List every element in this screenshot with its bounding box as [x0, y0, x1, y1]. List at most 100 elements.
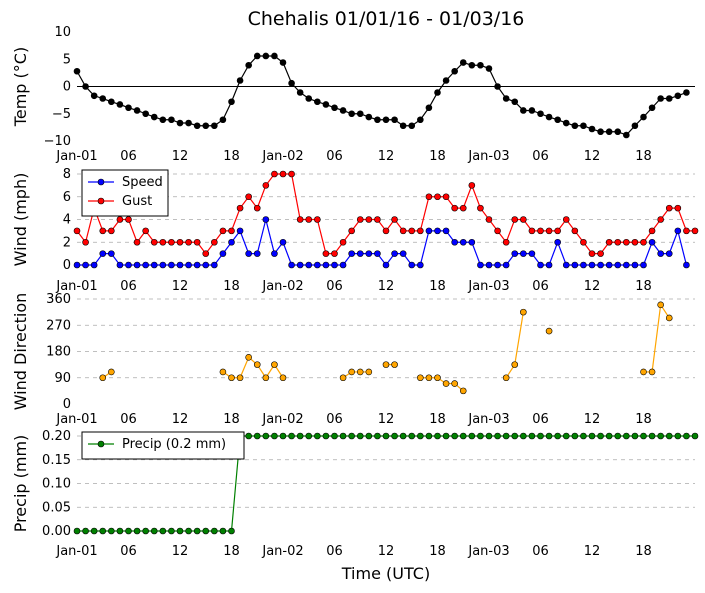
data-point — [382, 261, 390, 269]
data-point — [288, 261, 295, 269]
data-point — [245, 250, 252, 257]
x-tick-label: 18 — [223, 279, 240, 294]
data-point — [228, 238, 235, 246]
data-point — [683, 261, 690, 269]
data-point — [365, 113, 373, 121]
data-point — [683, 432, 690, 440]
data-point — [168, 116, 175, 124]
data-point — [382, 361, 390, 368]
data-point — [391, 216, 398, 223]
x-tick-label: 12 — [378, 279, 395, 294]
data-point — [571, 122, 579, 130]
data-point — [305, 432, 313, 440]
data-point — [90, 92, 98, 100]
data-point — [108, 98, 115, 106]
data-point — [657, 432, 664, 440]
data-point — [253, 361, 261, 368]
x-tick-label: Jan-03 — [467, 544, 509, 559]
data-point — [356, 110, 364, 118]
x-axis-label: Time (UTC) — [341, 564, 430, 583]
data-point — [142, 227, 149, 235]
x-tick-label: 06 — [326, 279, 343, 294]
data-point — [434, 193, 441, 201]
data-point — [339, 238, 347, 246]
data-point — [262, 432, 270, 440]
data-point — [253, 250, 261, 257]
data-point — [391, 116, 398, 124]
x-tick-label: 12 — [584, 544, 601, 559]
data-point — [348, 110, 355, 118]
data-point — [597, 128, 604, 136]
y-tick-label: −5 — [52, 107, 71, 122]
data-point — [348, 227, 355, 235]
legend-box — [81, 431, 245, 460]
data-point — [528, 432, 536, 440]
data-point — [133, 261, 141, 269]
data-point — [537, 261, 544, 269]
data-point — [159, 238, 167, 246]
x-tick-label: 06 — [532, 544, 549, 559]
data-point — [142, 110, 149, 118]
data-point — [485, 432, 493, 440]
data-point — [211, 261, 218, 269]
data-point — [382, 227, 390, 235]
series-precip-0-2-mm — [73, 432, 699, 535]
data-point — [502, 261, 510, 269]
x-tick-label: 12 — [172, 412, 189, 427]
x-tick-label: 06 — [326, 412, 343, 427]
legend: Speed Gust — [81, 169, 169, 217]
data-point — [665, 314, 673, 322]
data-point — [99, 527, 107, 535]
data-point — [485, 216, 493, 223]
data-point — [73, 261, 81, 269]
data-point — [434, 374, 441, 382]
data-point — [502, 95, 510, 102]
legend-marker — [97, 178, 105, 186]
data-point — [614, 261, 622, 269]
data-point — [511, 216, 519, 223]
data-point — [442, 380, 450, 387]
data-point — [219, 368, 227, 376]
x-tick-label: 18 — [635, 412, 652, 427]
x-tick-label: 12 — [584, 412, 601, 427]
x-tick-label: 18 — [429, 279, 446, 294]
data-point — [339, 432, 347, 440]
x-tick-label: 06 — [120, 149, 137, 164]
data-point — [631, 261, 639, 269]
data-point — [245, 354, 252, 361]
y-tick-label: 180 — [46, 345, 71, 360]
data-point — [125, 104, 132, 112]
data-point — [597, 261, 604, 269]
data-point — [374, 250, 381, 257]
data-point — [588, 250, 596, 257]
data-point — [150, 261, 158, 269]
data-point — [605, 128, 613, 136]
data-point — [597, 432, 604, 440]
data-point — [271, 170, 278, 178]
x-tick-label: 12 — [378, 412, 395, 427]
data-point — [648, 104, 656, 112]
data-point — [494, 83, 501, 90]
data-point — [399, 432, 407, 440]
data-point — [339, 261, 347, 269]
data-point — [417, 116, 424, 124]
series-line — [342, 371, 369, 379]
data-point — [502, 432, 510, 440]
data-point — [73, 227, 81, 235]
data-point — [253, 204, 261, 212]
data-point — [623, 238, 630, 246]
data-point — [648, 368, 656, 376]
x-tick-label: Jan-02 — [261, 279, 303, 294]
data-point — [391, 250, 398, 257]
data-point — [580, 261, 587, 269]
data-point — [365, 368, 373, 376]
x-tick-label: Jan-01 — [55, 412, 97, 427]
data-point — [82, 238, 89, 246]
data-point — [150, 238, 158, 246]
data-point — [537, 227, 544, 235]
data-point — [348, 250, 355, 257]
y-axis-label: Temp (°C) — [11, 47, 30, 127]
data-point — [477, 204, 484, 212]
data-point — [253, 432, 261, 440]
data-point — [494, 261, 501, 269]
